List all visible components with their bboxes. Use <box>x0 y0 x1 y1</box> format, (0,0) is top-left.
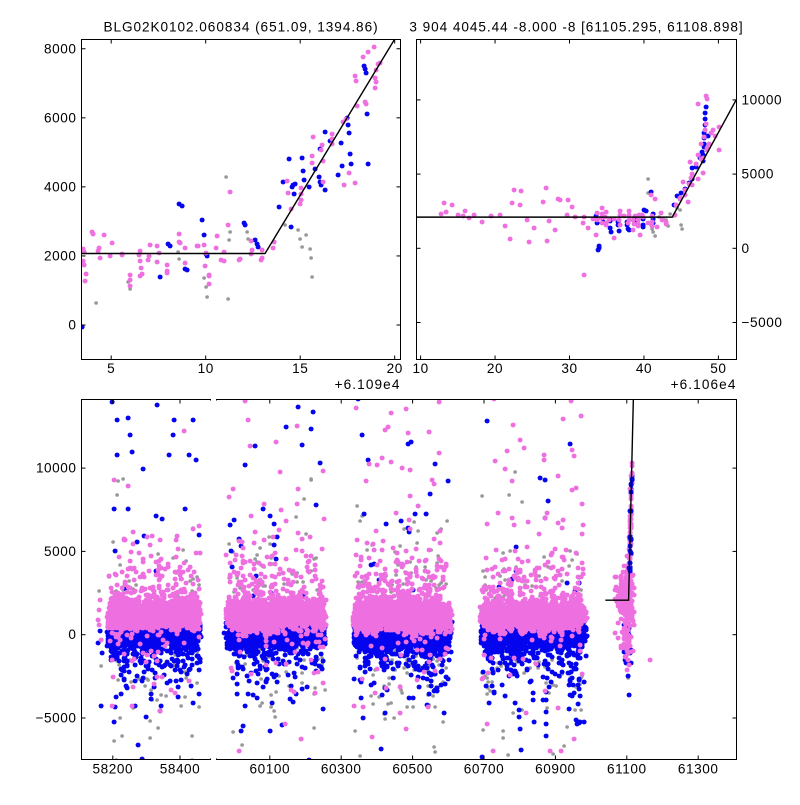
svg-text:10: 10 <box>412 361 428 376</box>
svg-text:58400: 58400 <box>160 762 201 777</box>
svg-text:20: 20 <box>387 361 403 376</box>
svg-text:−5000: −5000 <box>36 711 77 726</box>
svg-text:30: 30 <box>561 361 577 376</box>
svg-text:5000: 5000 <box>742 167 774 182</box>
svg-text:3 904 4045.44 -8.000 -8 [61105: 3 904 4045.44 -8.000 -8 [61105.295, 6110… <box>409 20 743 35</box>
svg-text:10: 10 <box>198 361 214 376</box>
svg-text:50: 50 <box>710 361 726 376</box>
svg-text:0: 0 <box>742 241 750 256</box>
svg-text:15: 15 <box>292 361 308 376</box>
svg-text:60700: 60700 <box>464 762 505 777</box>
svg-text:0: 0 <box>68 627 76 642</box>
svg-text:61300: 61300 <box>678 762 719 777</box>
svg-text:60300: 60300 <box>321 762 362 777</box>
svg-text:−5000: −5000 <box>742 315 783 330</box>
svg-text:4000: 4000 <box>44 179 76 194</box>
svg-text:60900: 60900 <box>535 762 576 777</box>
svg-text:10000: 10000 <box>36 461 77 476</box>
svg-text:5000: 5000 <box>44 544 76 559</box>
svg-text:58200: 58200 <box>93 762 134 777</box>
svg-text:0: 0 <box>68 318 76 333</box>
svg-text:+6.106e4: +6.106e4 <box>671 377 737 392</box>
svg-text:60100: 60100 <box>250 762 291 777</box>
svg-text:+6.109e4: +6.109e4 <box>335 377 401 392</box>
svg-text:20: 20 <box>487 361 503 376</box>
svg-text:8000: 8000 <box>44 41 76 56</box>
svg-text:BLG02K0102.060834 (651.09, 139: BLG02K0102.060834 (651.09, 1394.86) <box>103 20 378 35</box>
svg-text:60500: 60500 <box>392 762 433 777</box>
svg-text:2000: 2000 <box>44 248 76 263</box>
svg-text:61100: 61100 <box>607 762 647 777</box>
svg-text:6000: 6000 <box>44 110 76 125</box>
svg-text:40: 40 <box>636 361 652 376</box>
svg-text:5: 5 <box>107 361 115 376</box>
svg-text:10000: 10000 <box>742 92 783 107</box>
